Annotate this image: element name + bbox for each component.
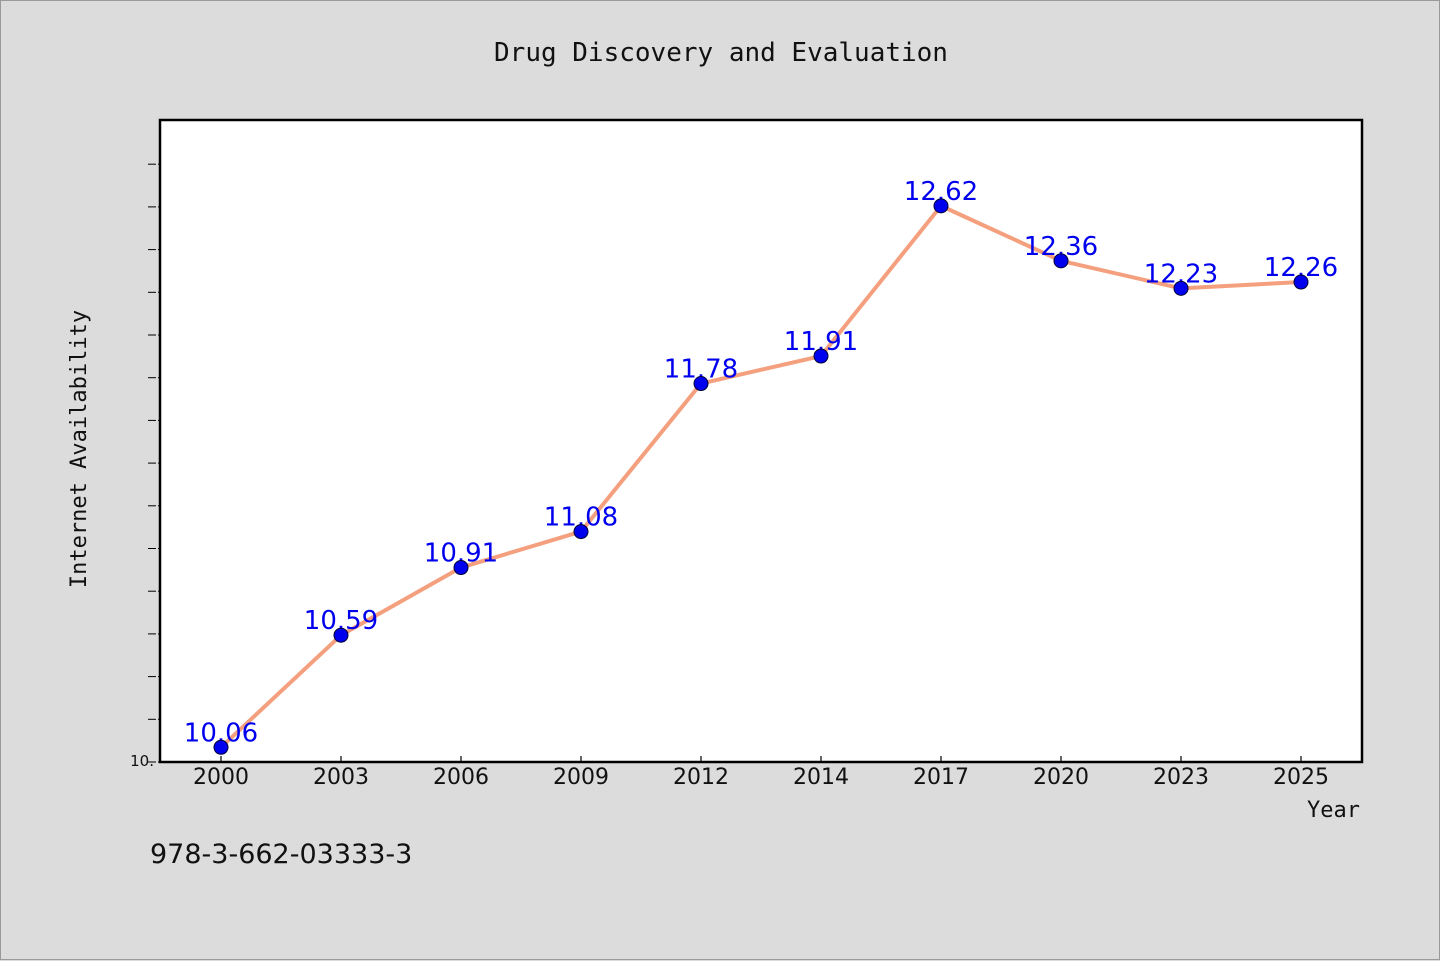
x-tick-label: 2003 — [313, 765, 369, 790]
y-axis-ticks — [148, 163, 160, 763]
x-tick-label: 2012 — [673, 765, 729, 790]
x-tick-label: 2025 — [1273, 765, 1329, 790]
data-point-marker — [213, 739, 229, 755]
data-point-marker — [453, 560, 469, 576]
series-group: 10.0610.5910.9111.0811.7811.9112.6212.36… — [184, 177, 1338, 755]
x-tick-label: 2009 — [553, 765, 609, 790]
footer-isbn-text: 978-3-662-03333-3 — [150, 839, 412, 870]
data-point-marker — [1053, 253, 1069, 269]
x-axis-label: Year — [1307, 798, 1360, 823]
data-point-marker — [933, 198, 949, 214]
data-point-marker — [333, 627, 349, 643]
x-axis-ticks: 2000 2003 2006 2009 2012 2014 2017 2020 2023 2025 — [193, 756, 1329, 790]
x-tick-label: 2017 — [913, 765, 969, 790]
x-tick-label: 2014 — [793, 765, 849, 790]
data-point-marker — [813, 348, 829, 364]
y-tick-label: 10. — [130, 752, 154, 770]
x-tick-label: 2000 — [193, 765, 249, 790]
x-tick-label: 2023 — [1153, 765, 1209, 790]
y-axis-label: Internet Availability — [67, 310, 92, 588]
data-point-marker — [573, 524, 589, 540]
data-point-marker — [693, 376, 709, 392]
data-point-marker — [1173, 280, 1189, 296]
plot-area — [158, 118, 1364, 764]
x-tick-label: 2006 — [433, 765, 489, 790]
x-tick-label: 2020 — [1033, 765, 1089, 790]
data-point-marker — [1293, 274, 1309, 290]
series-line — [219, 203, 1302, 749]
chart-title: Drug Discovery and Evaluation — [494, 38, 948, 68]
